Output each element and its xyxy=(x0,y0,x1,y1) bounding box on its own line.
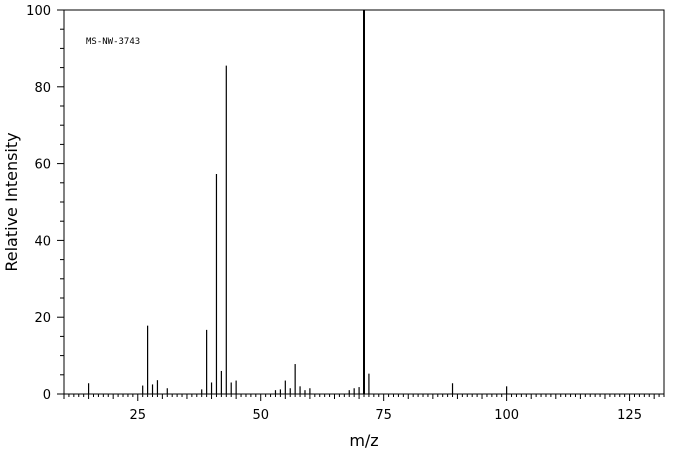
x-tick-label: 100 xyxy=(494,408,519,423)
x-tick-label: 25 xyxy=(129,408,146,423)
y-tick-label: 40 xyxy=(34,234,51,249)
y-tick-label: 20 xyxy=(34,311,51,326)
spectrum-peaks xyxy=(87,10,508,394)
y-tick-label: 60 xyxy=(34,158,51,173)
x-tick-label: 75 xyxy=(375,408,392,423)
tick-labels: 25 50 75 100 125 0 20 40 60 80 100 xyxy=(26,4,642,423)
x-tick-label: 50 xyxy=(252,408,269,423)
y-tick-label: 100 xyxy=(26,4,51,19)
spectrum-id-annotation: MS-NW-3743 xyxy=(86,37,140,47)
y-tick-label: 0 xyxy=(43,388,51,403)
x-tick-label: 125 xyxy=(617,408,642,423)
y-axis-title: Relative Intensity xyxy=(2,132,21,271)
major-ticks xyxy=(57,9,631,401)
y-tick-label: 80 xyxy=(34,81,51,96)
minor-ticks xyxy=(60,28,665,399)
x-axis-title: m/z xyxy=(349,431,378,450)
